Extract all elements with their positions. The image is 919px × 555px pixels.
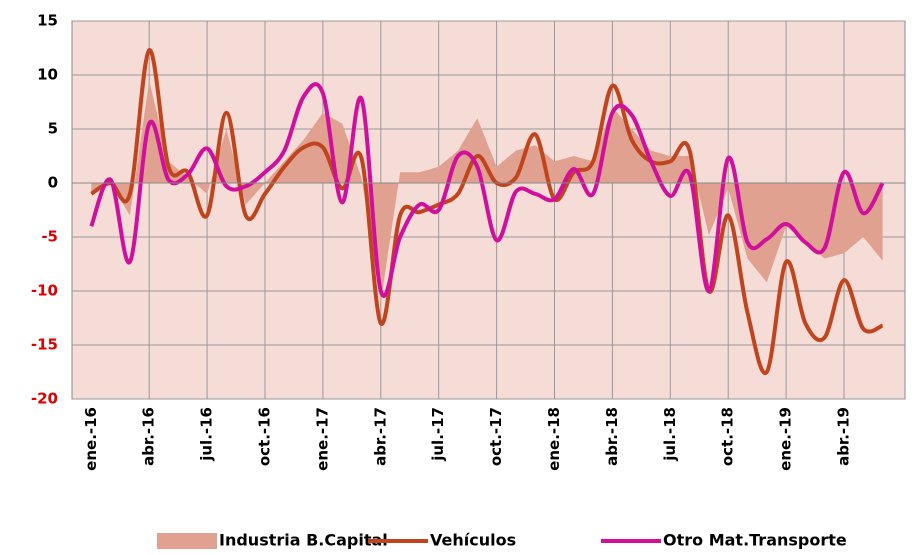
y-tick-label: -20 [31,390,58,408]
x-tick-label: oct.-16 [256,407,274,466]
x-tick-label: jul.-17 [429,407,447,462]
x-tick-label: abr.-16 [140,407,158,466]
x-tick-label: ene.-16 [82,407,100,471]
legend-label: Otro Mat.Transporte [663,531,847,550]
x-tick-label: ene.-19 [777,407,795,471]
legend: Industria B.Capital Vehículos Otro Mat.Tra… [157,531,847,550]
legend-label: Vehículos [430,531,516,550]
y-tick-label: -10 [31,282,58,300]
legend-swatch [157,533,217,549]
x-tick-label: ene.-18 [545,407,563,471]
y-tick-label: -15 [31,336,58,354]
x-tick-label: oct.-17 [487,407,505,466]
x-tick-label: jul.-18 [661,407,679,462]
x-tick-label: abr.-19 [835,407,853,466]
y-tick-label: 5 [48,120,58,138]
x-tick-label: abr.-18 [603,407,621,466]
x-tick-label: ene.-17 [313,407,331,471]
x-tick-label: oct.-18 [719,407,737,466]
x-tick-label: jul.-16 [198,407,216,462]
y-tick-label: -5 [41,228,58,246]
y-tick-label: 15 [37,12,58,30]
line-series [89,82,885,298]
x-tick-label: abr.-17 [371,407,389,466]
y-tick-label: 10 [37,66,58,84]
y-tick-label: 0 [48,174,58,192]
legend-label: Industria B.Capital [219,531,388,550]
